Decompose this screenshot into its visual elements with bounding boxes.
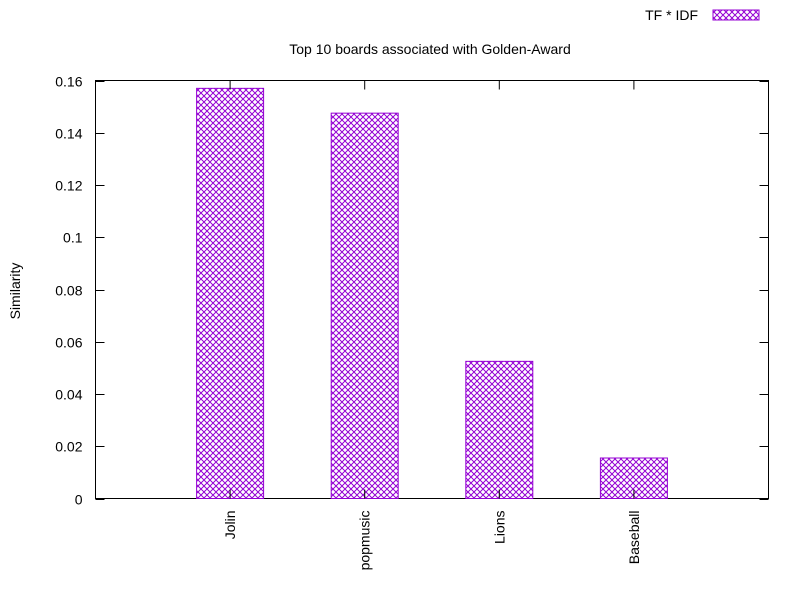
y-tick-label: 0.08: [55, 283, 82, 299]
x-axis-ticks: Jolin popmusic Lions Baseball: [222, 80, 642, 571]
y-axis-label: Similarity: [7, 263, 23, 320]
x-tick-label: Baseball: [626, 511, 642, 565]
x-tick-label: popmusic: [357, 511, 373, 571]
legend: TF * IDF: [645, 7, 760, 23]
chart-title: Top 10 boards associated with Golden-Awa…: [289, 41, 570, 57]
y-tick-label: 0: [75, 492, 83, 508]
legend-swatch: [712, 9, 760, 21]
x-tick-label: Jolin: [222, 511, 238, 540]
bar-popmusic: [330, 112, 399, 499]
y-tick-label: 0.16: [55, 74, 82, 90]
y-axis-ticks: 0 0.02 0.04 0.06 0.08 0.1 0.12 0.14 0.16: [55, 74, 769, 508]
y-tick-label: 0.1: [63, 230, 83, 246]
bars: [196, 87, 668, 500]
y-tick-label: 0.06: [55, 335, 82, 351]
plot-frame: [95, 80, 769, 499]
bar-lions: [465, 360, 534, 499]
legend-label: TF * IDF: [645, 7, 698, 23]
y-tick-label: 0.12: [55, 178, 82, 194]
y-tick-label: 0.04: [55, 387, 82, 403]
bar-jolin: [196, 87, 265, 500]
y-tick-label: 0.02: [55, 439, 82, 455]
y-tick-label: 0.14: [55, 126, 82, 142]
x-tick-label: Lions: [491, 511, 507, 544]
